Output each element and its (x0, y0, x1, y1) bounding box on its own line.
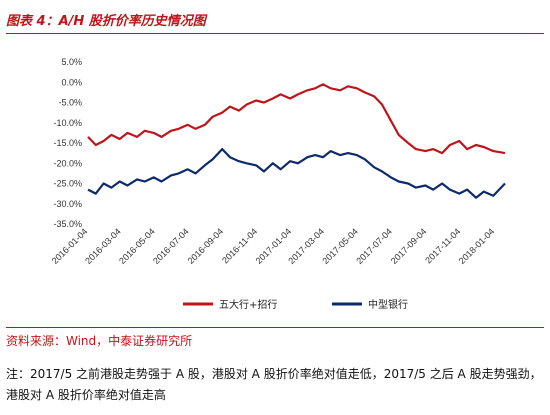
y-tick-label: -5.0% (58, 98, 82, 108)
source-divider (6, 327, 544, 328)
x-tick-label: 2016-07-04 (151, 226, 191, 266)
legend-label: 五大行+招行 (219, 298, 277, 311)
legend-label: 中型银行 (368, 298, 408, 311)
y-tick-label: -20.0% (53, 158, 82, 168)
y-tick-label: 0.0% (61, 77, 82, 87)
line-chart: 5.0% 0.0% -5.0% -10.0% -15.0% -20.0% -25.0% -30… (50, 57, 506, 311)
figure-title: 图表 4：A/H 股折价率历史情况图 (6, 14, 206, 29)
series-line (87, 83, 506, 155)
y-tick-label: -30.0% (53, 199, 82, 209)
x-axis: 2016-01-042016-03-042016-05-042016-07-04… (50, 226, 497, 266)
y-tick-label: -35.0% (53, 219, 82, 229)
series-line (87, 148, 506, 199)
x-tick-label: 2018-01-04 (457, 226, 497, 266)
y-tick-label: -25.0% (53, 179, 82, 189)
y-tick-label: -15.0% (53, 138, 82, 148)
y-axis: 5.0% 0.0% -5.0% -10.0% -15.0% -20.0% -25.0% -30… (53, 57, 82, 229)
source-note: 资料来源：Wind，中泰证券研究所 (6, 334, 193, 348)
y-tick-label: -10.0% (53, 118, 82, 128)
title-divider (6, 33, 544, 34)
x-tick-label: 2017-07-04 (354, 226, 394, 266)
plot-lines (87, 83, 506, 199)
y-tick-label: 5.0% (61, 57, 82, 67)
x-tick-label: 2017-09-04 (389, 226, 429, 266)
legend: 五大行+招行 中型银行 (183, 298, 408, 311)
footnote: 注：2017/5 之前港股走势强于 A 股，港股对 A 股折价率绝对值走低，20… (6, 367, 542, 402)
x-tick-label: 2016-09-04 (186, 226, 226, 266)
